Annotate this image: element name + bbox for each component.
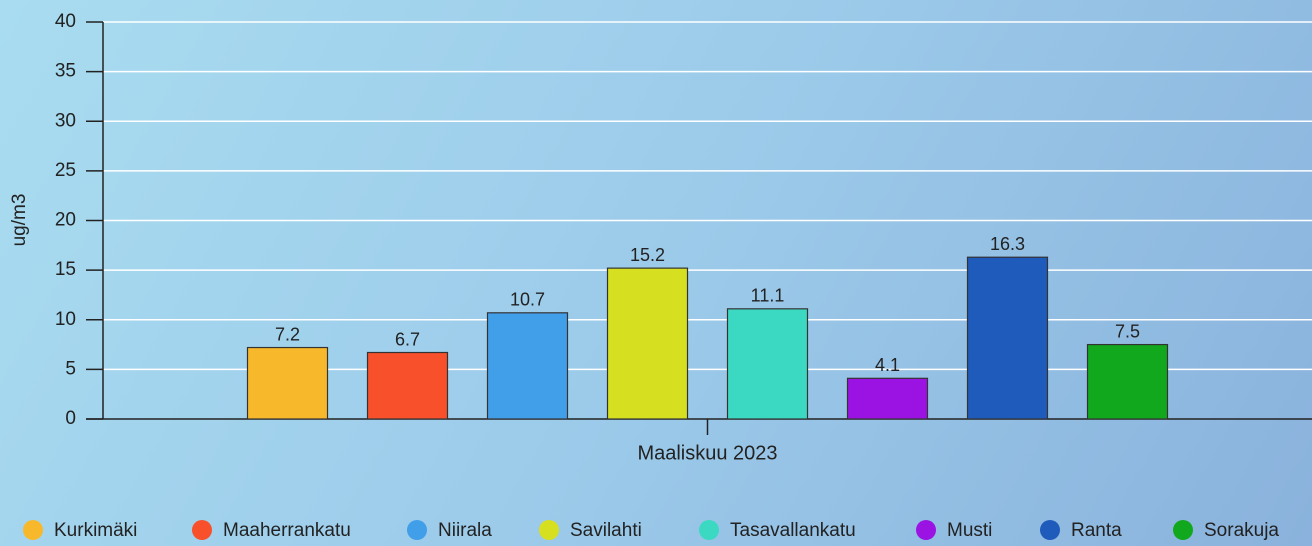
bar bbox=[366, 351, 449, 420]
legend-label: Maaherrankatu bbox=[223, 520, 351, 541]
legend-marker bbox=[1040, 520, 1060, 540]
bar bbox=[846, 377, 929, 420]
legend-marker bbox=[192, 520, 212, 540]
bar bbox=[606, 267, 689, 420]
bar bbox=[486, 312, 569, 420]
y-tick-label: 35 bbox=[55, 61, 76, 82]
x-tick-label: Maaliskuu 2023 bbox=[637, 442, 777, 464]
data-label: 15.2 bbox=[630, 245, 665, 265]
legend-label: Ranta bbox=[1071, 520, 1122, 541]
y-tick-label: 25 bbox=[55, 160, 76, 181]
legend-marker bbox=[539, 520, 559, 540]
y-tick-label: 15 bbox=[55, 259, 76, 280]
legend-marker bbox=[407, 520, 427, 540]
y-tick-label: 20 bbox=[55, 210, 76, 231]
data-label: 4.1 bbox=[875, 355, 900, 375]
data-label: 11.1 bbox=[751, 286, 785, 306]
legend-label: Sorakuja bbox=[1204, 520, 1279, 541]
y-tick-label: 10 bbox=[55, 309, 76, 330]
legend-label: Kurkimäki bbox=[54, 520, 137, 541]
y-tick-label: 0 bbox=[65, 408, 76, 429]
legend-label: Tasavallankatu bbox=[730, 520, 856, 541]
data-label: 7.2 bbox=[275, 324, 300, 344]
legend-marker bbox=[23, 520, 43, 540]
y-tick-label: 40 bbox=[55, 11, 76, 32]
legend-label: Savilahti bbox=[570, 520, 642, 541]
legend-marker bbox=[1173, 520, 1193, 540]
data-label: 6.7 bbox=[395, 329, 420, 349]
legend-label: Musti bbox=[947, 520, 992, 541]
bar bbox=[246, 346, 329, 420]
bar bbox=[1086, 343, 1169, 420]
bar bbox=[966, 256, 1049, 420]
bar bbox=[726, 308, 809, 420]
legend-label: Niirala bbox=[438, 520, 492, 541]
data-label: 7.5 bbox=[1115, 321, 1140, 341]
data-label: 16.3 bbox=[990, 234, 1025, 254]
legend-marker bbox=[699, 520, 719, 540]
y-tick-label: 30 bbox=[55, 110, 76, 131]
legend-marker bbox=[916, 520, 936, 540]
data-label: 10.7 bbox=[510, 290, 545, 310]
y-tick-label: 5 bbox=[65, 358, 76, 379]
y-axis-label: ug/m3 bbox=[9, 194, 30, 247]
